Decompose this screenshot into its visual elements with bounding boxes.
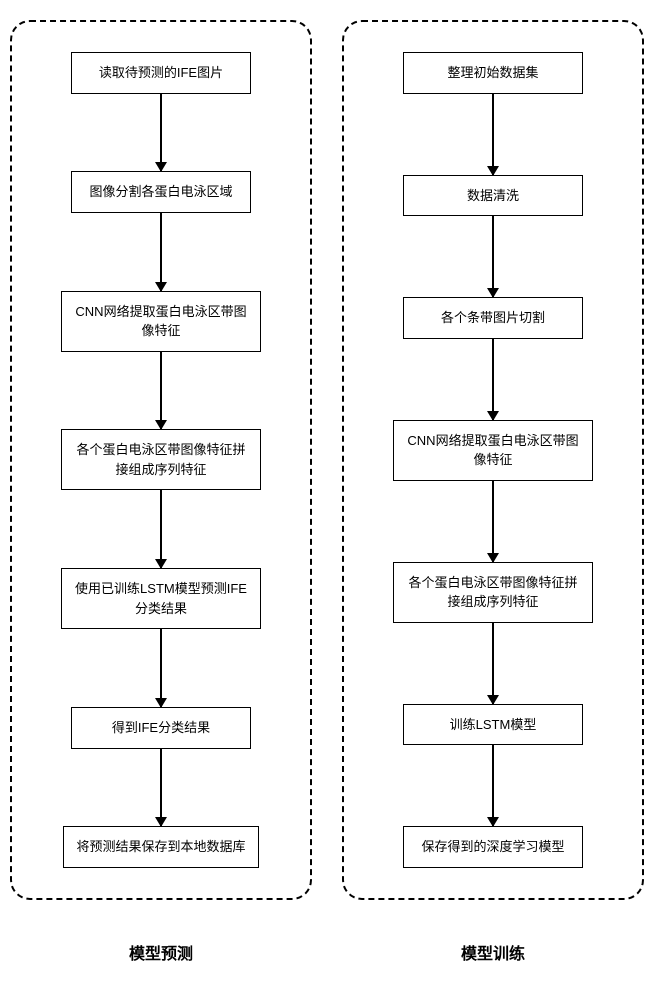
flow-arrow (160, 352, 162, 430)
flow-node: 各个蛋白电泳区带图像特征拼接组成序列特征 (61, 429, 261, 490)
flow-node: 图像分割各蛋白电泳区域 (71, 171, 251, 213)
flow-arrow (160, 629, 162, 707)
flow-arrow (160, 490, 162, 568)
prediction-panel: 读取待预测的IFE图片 图像分割各蛋白电泳区域 CNN网络提取蛋白电泳区带图像特… (10, 20, 312, 900)
flow-node: CNN网络提取蛋白电泳区带图像特征 (393, 420, 593, 481)
flow-node: 读取待预测的IFE图片 (71, 52, 251, 94)
flow-arrow (160, 749, 162, 827)
flow-arrow (492, 481, 494, 562)
prediction-label: 模型预测 (10, 940, 312, 964)
training-label: 模型训练 (342, 940, 644, 964)
labels-row: 模型预测 模型训练 (0, 900, 654, 964)
flow-arrow (492, 339, 494, 420)
flow-arrow (492, 216, 494, 297)
training-panel: 整理初始数据集 数据清洗 各个条带图片切割 CNN网络提取蛋白电泳区带图像特征 … (342, 20, 644, 900)
flow-node: 各个蛋白电泳区带图像特征拼接组成序列特征 (393, 562, 593, 623)
flow-node: 将预测结果保存到本地数据库 (63, 826, 258, 868)
flow-node: 得到IFE分类结果 (71, 707, 251, 749)
flow-node: 数据清洗 (403, 175, 583, 217)
flowchart-container: 读取待预测的IFE图片 图像分割各蛋白电泳区域 CNN网络提取蛋白电泳区带图像特… (0, 0, 654, 900)
flow-arrow (160, 94, 162, 172)
flow-node: 训练LSTM模型 (403, 704, 583, 746)
flow-node: 整理初始数据集 (403, 52, 583, 94)
flow-arrow (160, 213, 162, 291)
flow-node: 使用已训练LSTM模型预测IFE分类结果 (61, 568, 261, 629)
flow-arrow (492, 94, 494, 175)
flow-node: CNN网络提取蛋白电泳区带图像特征 (61, 291, 261, 352)
flow-node: 保存得到的深度学习模型 (403, 826, 583, 868)
flow-arrow (492, 745, 494, 826)
flow-node: 各个条带图片切割 (403, 297, 583, 339)
flow-arrow (492, 623, 494, 704)
